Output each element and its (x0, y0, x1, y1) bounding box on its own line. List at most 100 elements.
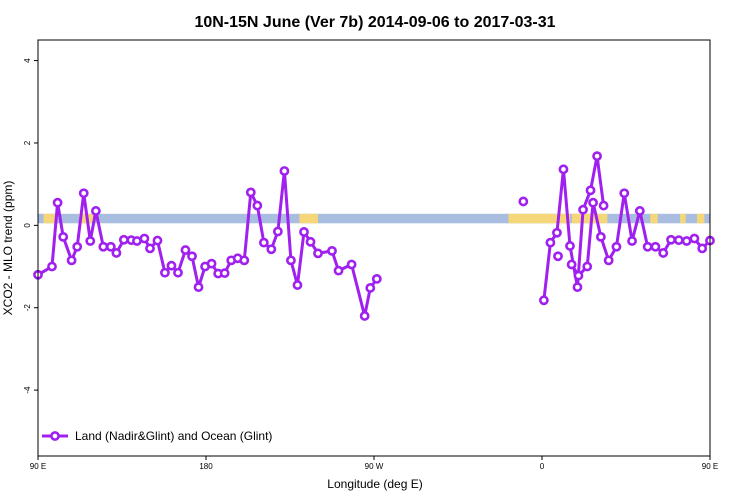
data-point (689, 233, 700, 244)
data-point (558, 164, 569, 175)
data-point (619, 188, 630, 199)
data-point (553, 251, 563, 262)
y-tick-label: -4 (23, 386, 32, 394)
data-point (598, 200, 609, 211)
y-tick-label: -2 (23, 304, 32, 312)
data-point (565, 241, 575, 251)
data-point (258, 237, 269, 248)
data-point (673, 235, 684, 246)
data-point (634, 206, 645, 216)
land-band (571, 213, 608, 224)
x-tick-label: 90 W (365, 462, 384, 471)
data-point (666, 234, 676, 245)
data-point (658, 248, 669, 258)
data-point (78, 188, 89, 199)
land-band (508, 213, 570, 224)
data-point (132, 236, 142, 246)
data-point (72, 241, 83, 252)
data-point (305, 236, 316, 247)
x-axis: 90 E 180 90 W 0 90 E (30, 456, 718, 471)
series-line (542, 154, 606, 301)
data-point (346, 259, 357, 270)
data-point (145, 243, 155, 254)
data-point (566, 259, 577, 270)
band-layer (38, 213, 710, 224)
y-axis: -4 -2 0 2 4 (23, 58, 38, 394)
data-point (642, 241, 653, 252)
data-point (327, 245, 337, 256)
land-band (299, 213, 318, 224)
data-point (105, 241, 116, 252)
data-point (58, 231, 69, 242)
data-point (299, 227, 309, 237)
data-point (266, 244, 277, 255)
data-point (118, 234, 129, 245)
data-point (166, 260, 177, 271)
data-point (545, 237, 556, 248)
data-point (333, 265, 344, 276)
data-point (313, 248, 323, 259)
data-point (697, 243, 708, 254)
data-point (371, 273, 382, 284)
data-point (193, 282, 204, 293)
x-tick-label: 90 E (702, 462, 718, 471)
legend: Land (Nadir&Glint) and Ocean (Glint) (42, 429, 272, 443)
data-point (219, 268, 230, 279)
data-point (603, 255, 614, 266)
data-point (585, 185, 596, 196)
land-band (680, 213, 686, 224)
data-point (595, 231, 606, 242)
legend-label: Land (Nadir&Glint) and Ocean (Glint) (75, 429, 272, 443)
y-axis-label: XCO2 - MLO trend (ppm) (1, 181, 15, 316)
data-point (538, 295, 549, 306)
data-point (573, 270, 584, 281)
data-point (592, 151, 602, 162)
data-point (85, 236, 96, 246)
land-band (650, 213, 658, 224)
data-point (286, 255, 296, 266)
legend-swatch-marker (50, 431, 60, 441)
x-tick-label: 90 E (30, 462, 46, 471)
data-point (611, 241, 622, 252)
data-point (365, 283, 376, 293)
data-point (52, 197, 63, 208)
data-point (66, 255, 77, 266)
plot-frame (37, 39, 711, 457)
data-point (582, 261, 593, 272)
data-point (588, 197, 598, 208)
data-point (650, 241, 661, 252)
data-point (152, 235, 163, 246)
data-point (572, 282, 583, 293)
data-point (279, 166, 290, 176)
data-point (552, 227, 562, 238)
data-point (206, 258, 217, 269)
data-point (292, 280, 303, 290)
data-point (359, 311, 370, 321)
land-band (43, 213, 57, 224)
data-point (272, 226, 283, 237)
y-tick-label: 0 (23, 223, 32, 228)
data-point (160, 267, 170, 278)
chart-title: 10N-15N June (Ver 7b) 2014-09-06 to 2017… (194, 14, 555, 31)
x-tick-label: 0 (540, 462, 545, 471)
data-point (681, 236, 692, 246)
ocean-band (38, 213, 710, 224)
y-tick-label: 2 (23, 140, 32, 145)
y-tick-label: 4 (23, 58, 32, 63)
data-point (187, 251, 197, 262)
data-point (180, 245, 191, 255)
data-point (578, 204, 588, 215)
data-point (252, 200, 263, 211)
series-layer (33, 151, 715, 321)
data-point (245, 187, 256, 198)
data-point (111, 248, 122, 258)
data-point (239, 255, 250, 266)
data-point (518, 196, 529, 207)
data-point (139, 233, 150, 244)
data-point (47, 261, 57, 272)
land-band (696, 213, 705, 224)
data-point (98, 241, 109, 252)
data-point (173, 267, 183, 278)
x-axis-label: Longitude (deg E) (327, 477, 422, 491)
